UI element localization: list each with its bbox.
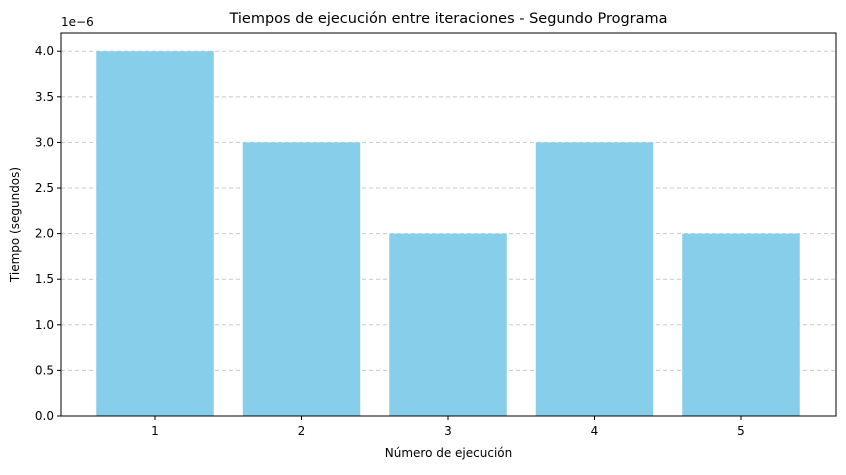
y-tick-label: 2.0	[35, 227, 54, 241]
y-axis-offset-label: 1e−6	[61, 15, 94, 29]
y-tick-label: 1.5	[35, 272, 54, 286]
x-tick-label: 2	[298, 424, 306, 438]
bar	[242, 142, 361, 416]
bar	[389, 233, 507, 416]
x-tick-label: 5	[737, 424, 745, 438]
bar	[535, 142, 654, 416]
y-tick-label: 1.0	[35, 318, 54, 332]
bar	[96, 51, 214, 416]
bar	[682, 233, 800, 416]
y-tick-label: 2.5	[35, 181, 54, 195]
y-tick-label: 3.5	[35, 90, 54, 104]
x-tick-label: 4	[591, 424, 599, 438]
y-axis-label: Tiempo (segundos)	[8, 167, 22, 283]
y-tick-label: 3.0	[35, 135, 54, 149]
x-axis: 1 2 3 4 5	[151, 416, 745, 438]
x-tick-label: 1	[151, 424, 159, 438]
y-axis: 0.0 0.5 1.0 1.5 2.0 2.5 3.0 3.5 4.0	[35, 44, 61, 423]
bars	[96, 51, 800, 416]
y-tick-label: 4.0	[35, 44, 54, 58]
chart-title: Tiempos de ejecución entre iteraciones -…	[228, 11, 667, 27]
x-tick-label: 3	[444, 424, 452, 438]
y-tick-label: 0.5	[35, 363, 54, 377]
y-tick-label: 0.0	[35, 409, 54, 423]
x-axis-label: Número de ejecución	[385, 446, 512, 460]
